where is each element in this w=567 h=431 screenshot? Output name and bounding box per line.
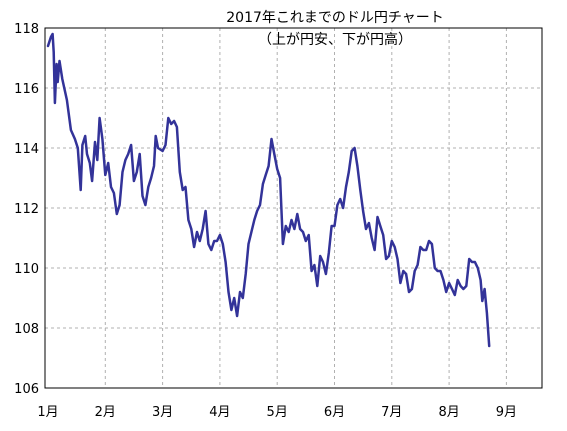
chart-subtitle: （上が円安、下が円高） [258,31,412,48]
grid-lines [45,28,542,388]
x-tick-label: 2月 [95,405,116,420]
y-tick-label: 106 [14,382,39,397]
y-tick-label: 110 [14,262,39,277]
y-tick-label: 114 [14,142,39,157]
y-axis-tick-labels: 106 108 110 112 114 116 118 [14,22,39,397]
y-tick-label: 108 [14,322,39,337]
x-axis-tick-labels: 1月 2月 3月 4月 5月 6月 7月 8月 9月 [37,405,517,420]
chart-title: 2017年これまでのドル円チャート [226,10,444,26]
x-tick-label: 1月 [37,405,58,420]
x-tick-label: 3月 [152,405,173,420]
y-tick-label: 116 [14,82,39,97]
y-tick-label: 118 [14,22,39,37]
x-tick-label: 5月 [267,405,288,420]
plot-area-frame [44,27,543,389]
x-tick-label: 4月 [209,405,230,420]
x-tick-label: 9月 [496,405,517,420]
x-tick-label: 6月 [324,405,345,420]
y-tick-label: 112 [14,202,39,217]
x-tick-label: 7月 [381,405,402,420]
usd-jpy-series-line [46,32,491,348]
x-tick-label: 8月 [438,405,459,420]
